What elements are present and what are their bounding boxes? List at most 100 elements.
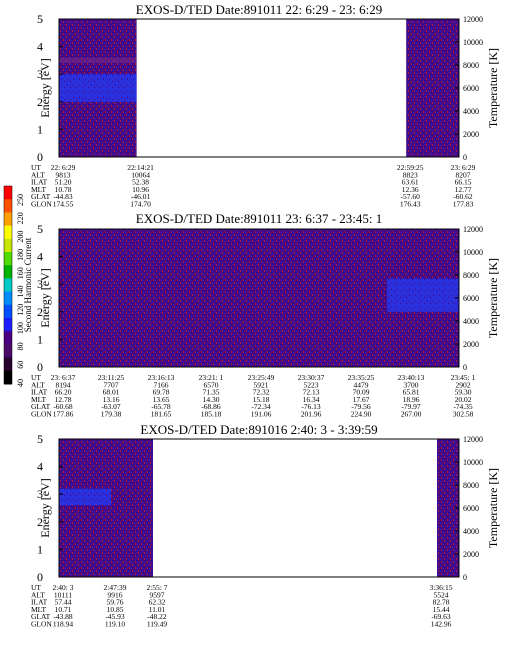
table-cell: 70.09 <box>353 388 370 397</box>
colorbar-segment <box>4 318 12 332</box>
colorbar-segment <box>4 291 12 306</box>
table-cell: 7166 <box>154 380 169 389</box>
table-cell: 22: 6:29 <box>51 163 76 172</box>
table-cell: 12.77 <box>455 185 472 194</box>
y-tick-label: 4 <box>37 250 43 264</box>
table-cell: 8823 <box>403 170 418 179</box>
y-axis-label: Energy [eV] <box>38 478 52 537</box>
table-row-label: MLT <box>31 185 47 194</box>
table-cell: 15.44 <box>433 605 450 614</box>
table-cell: 65.81 <box>403 388 420 397</box>
table-cell: 9597 <box>150 590 165 599</box>
y-right-tick-label: 10000 <box>463 38 483 47</box>
table-cell: 177.86 <box>53 410 74 419</box>
table-cell: -60.68 <box>53 402 73 411</box>
colorbar-tick-label: 180 <box>16 249 25 261</box>
table-cell: 191.06 <box>251 410 272 419</box>
table-row-label: MLT <box>31 605 47 614</box>
y-right-tick-label: 6000 <box>463 84 479 93</box>
y-tick-label: 1 <box>37 122 43 136</box>
table-cell: 4479 <box>354 380 369 389</box>
table-cell: 22:14:21 <box>127 163 154 172</box>
table-cell: -79.97 <box>401 402 421 411</box>
y-tick-label: 2 <box>37 305 43 319</box>
y-tick-label: 5 <box>37 432 43 446</box>
heatmap-segment <box>406 19 459 157</box>
y-right-tick-label: 10000 <box>463 248 483 257</box>
table-cell: 82.78 <box>433 598 450 607</box>
table-cell: 23:35:25 <box>348 373 375 382</box>
table-cell: 23:21: 1 <box>199 373 224 382</box>
y-axis-label: Energy [eV] <box>38 268 52 327</box>
table-cell: 119.49 <box>147 620 168 629</box>
table-cell: -43.88 <box>53 612 73 621</box>
chart-panel: EXOS-D/TED Date:891011 23: 6:37 - 23:45:… <box>31 211 500 419</box>
colorbar-frame <box>3 185 13 385</box>
colorbar-segment <box>4 331 12 345</box>
y-right-tick-label: 6000 <box>463 504 479 513</box>
table-cell: 11.01 <box>149 605 166 614</box>
table-cell: -44.83 <box>53 192 73 201</box>
colorbar-segment <box>4 199 12 213</box>
table-row-label: ILAT <box>31 388 48 397</box>
colorbar-tick-label: 200 <box>16 231 25 243</box>
table-row-label: ALT <box>31 590 45 599</box>
chart-panel: EXOS-D/TED Date:891011 22: 6:29 - 23: 6:… <box>31 2 500 209</box>
table-cell: 10.71 <box>55 605 72 614</box>
table-cell: 12.36 <box>402 185 419 194</box>
table-cell: 12.78 <box>55 395 72 404</box>
table-cell: 6570 <box>204 380 219 389</box>
y-tick-label: 2 <box>37 95 43 109</box>
table-row-label: MLT <box>31 395 47 404</box>
table-cell: 18.96 <box>403 395 420 404</box>
table-row-label: ILAT <box>31 178 48 187</box>
table-cell: -48.22 <box>147 612 167 621</box>
table-row-label: GLON <box>31 200 52 209</box>
table-cell: 201.96 <box>301 410 322 419</box>
table-cell: 3700 <box>404 380 419 389</box>
y-right-tick-label: 4000 <box>463 527 479 536</box>
table-cell: -76.13 <box>301 402 321 411</box>
table-cell: 10.85 <box>107 605 124 614</box>
table-cell: 69.78 <box>153 388 170 397</box>
y-right-axis-label: Temperature [K] <box>486 468 500 548</box>
y-tick-label: 4 <box>37 460 43 474</box>
table-cell: 72.13 <box>303 388 320 397</box>
table-cell: 181.65 <box>151 410 172 419</box>
colorbar-segment <box>4 344 12 359</box>
table-cell: 267.00 <box>401 410 422 419</box>
y-right-axis-label: Temperature [K] <box>486 48 500 128</box>
table-cell: 63.61 <box>402 178 419 187</box>
table-cell: -60.62 <box>453 192 473 201</box>
table-cell: -79.56 <box>351 402 371 411</box>
table-cell: 119.10 <box>105 620 126 629</box>
y-tick-label: 2 <box>37 515 43 529</box>
table-cell: 23:45: 1 <box>451 373 476 382</box>
y-tick-label: 3 <box>37 487 43 501</box>
colorbar-segment <box>4 186 12 200</box>
table-cell: 2:40: 3 <box>52 583 73 592</box>
colorbar-segment <box>4 265 12 279</box>
chart-title: EXOS-D/TED Date:891011 22: 6:29 - 23: 6:… <box>136 2 383 17</box>
table-cell: -74.35 <box>453 402 473 411</box>
table-cell: 62.32 <box>149 598 166 607</box>
colorbar-segment <box>4 357 12 372</box>
y-right-tick-label: 12000 <box>463 225 483 234</box>
heatmap-segment <box>437 439 459 577</box>
table-cell: 23:16:13 <box>148 373 175 382</box>
table-cell: 10064 <box>131 170 150 179</box>
y-right-tick-label: 4000 <box>463 107 479 116</box>
table-cell: 15.18 <box>253 395 270 404</box>
y-tick-label: 4 <box>37 40 43 54</box>
table-cell: 10.78 <box>55 185 72 194</box>
table-row-label: GLON <box>31 620 52 629</box>
table-cell: 23:40:13 <box>398 373 425 382</box>
colorbar-segment <box>4 238 12 253</box>
table-row-label: UT <box>31 583 41 592</box>
chart-title: EXOS-D/TED Date:891011 23: 6:37 - 23:45:… <box>136 211 383 226</box>
y-right-tick-label: 2000 <box>463 340 479 349</box>
table-row-label: UT <box>31 373 41 382</box>
y-right-tick-label: 6000 <box>463 294 479 303</box>
colorbar-segment <box>4 252 12 266</box>
table-row-label: GLON <box>31 410 52 419</box>
